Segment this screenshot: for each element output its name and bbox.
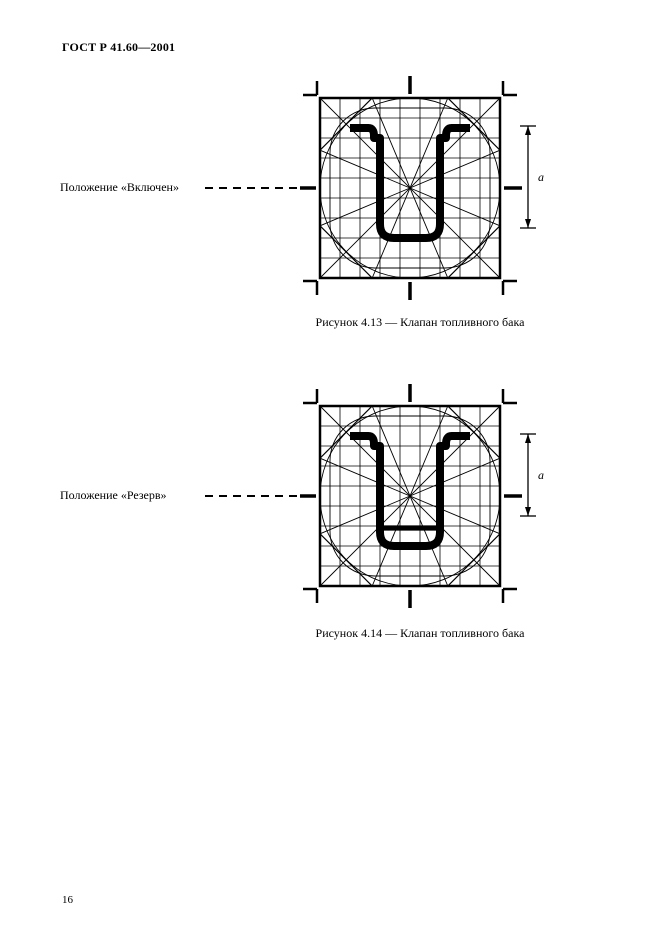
figure-4-13-caption: Рисунок 4.13 — Клапан топливного бака <box>260 315 580 330</box>
figure-4-14-caption: Рисунок 4.14 — Клапан топливного бака <box>260 626 580 641</box>
dimension-letter: a <box>538 170 544 184</box>
page-number: 16 <box>62 894 73 906</box>
dimension-letter: a <box>538 468 544 482</box>
document-header: ГОСТ Р 41.60—2001 <box>62 40 175 55</box>
figure-4-14-diagram: a <box>300 378 560 608</box>
figure-4-13-leader <box>60 70 320 300</box>
page: ГОСТ Р 41.60—2001 Положение «Включен» a … <box>0 0 661 936</box>
figure-4-13-diagram: a <box>300 70 560 300</box>
figure-4-14-leader <box>60 378 320 608</box>
